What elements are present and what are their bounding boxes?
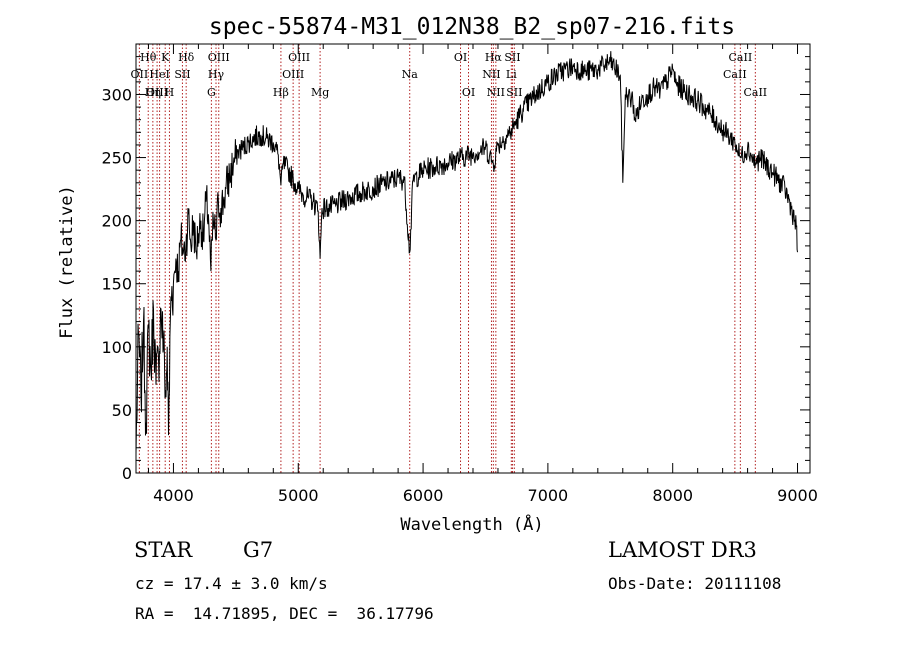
object-class: STAR [134,538,193,562]
y-axis: 0 50 100 150 200 250 300 [101,56,810,483]
spectral-line-label: OII [131,68,149,81]
spectral-line-label: CaII [723,68,747,81]
spectral-line-markers [138,44,756,473]
x-tick-label: 4000 [153,486,194,505]
y-tick-label: 250 [101,149,132,168]
spectral-line-label: CaII [729,51,753,64]
y-tick-label: 300 [101,85,132,104]
spectral-line-label: H [165,86,175,99]
observation-date: Obs-Date: 20111108 [608,574,782,593]
spectral-line-label: HeI [149,68,169,81]
spectral-line-label: Hβ [273,86,289,99]
x-axis-label: Wavelength (Å) [400,513,543,535]
spectral-line-label: Na [402,68,419,81]
spectral-line-label: Hη [145,86,161,99]
y-tick-label: 100 [101,338,132,357]
y-axis-label: Flux (relative) [57,185,77,339]
spectral-line-label: NII [487,86,505,99]
x-tick-label: 9000 [777,486,818,505]
spectral-line-label: G [207,86,216,99]
spectral-line-label: Hδ [178,51,195,64]
x-tick-label: 6000 [403,486,444,505]
spectral-line-label: Li [506,68,517,81]
spectral-line-label: SII [506,86,522,99]
spectral-line-label: OIII [208,51,230,64]
ra-dec: RA = 14.71895, DEC = 36.17796 [135,604,434,623]
spectral-line-label: Hθ [140,51,157,64]
x-tick-label: 5000 [278,486,319,505]
spectral-line-label: SII [504,51,520,64]
spectral-line-label: SII [174,68,190,81]
x-tick-label: 8000 [652,486,693,505]
y-tick-label: 150 [101,275,132,294]
object-subclass: G7 [243,538,274,562]
spectral-line-label: Hα [485,51,503,64]
y-tick-label: 50 [112,401,132,420]
spectral-line-label: OI [462,86,475,99]
y-tick-label: 0 [122,464,132,483]
spectral-line-label: OIII [146,86,168,99]
spectral-line-label: K [161,51,170,64]
survey-name: LAMOST DR3 [608,538,757,562]
spectrum-line [135,51,798,455]
y-tick-label: 200 [101,212,132,231]
x-tick-label: 7000 [528,486,569,505]
spectral-line-label: Hγ [208,68,225,81]
spectral-line-label: OIII [282,68,304,81]
spectral-line-label: OIII [288,51,310,64]
spectral-line-label: Mg [311,86,329,99]
spectral-line-labels: Hθ OII OIII HeI Hη K H SII Hδ OIII Hγ G Hβ OIII OIII Mg… [131,51,768,99]
spectral-line-label: NII [482,68,500,81]
x-axis: 4000 5000 6000 7000 8000 9000 [147,44,818,505]
chart-title: spec-55874-M31_012N38_B2_sp07-216.fits [209,14,735,40]
spectral-line-label: OI [454,51,467,64]
redshift-cz: cz = 17.4 ± 3.0 km/s [135,574,328,593]
spectral-line-label: CaII [743,86,767,99]
